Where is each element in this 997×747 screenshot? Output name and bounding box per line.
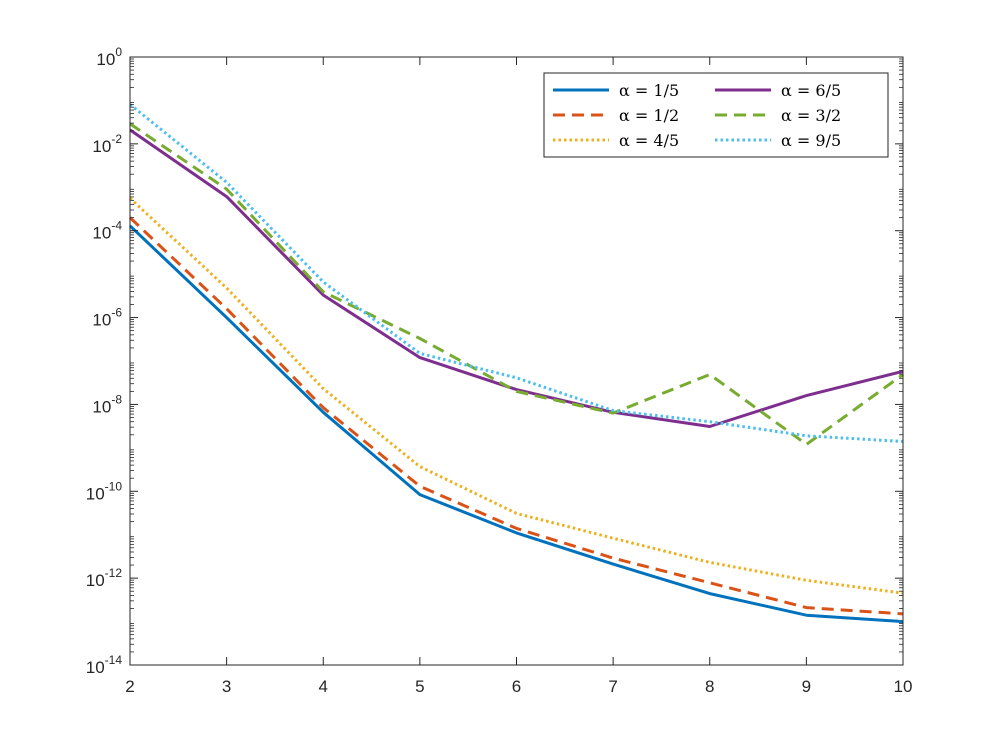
y-tick-label: 100 — [96, 45, 122, 69]
legend-label-5: α = 3/2 — [781, 106, 841, 125]
series-line-2 — [128, 216, 904, 616]
legend-label-2: α = 1/2 — [619, 106, 679, 125]
y-tick-label: 10-10 — [86, 479, 123, 503]
x-tick-label: 3 — [222, 677, 231, 696]
x-tick-label: 7 — [608, 677, 617, 696]
axis-layer: 2 3 4 5 6 7 8 9 10 10-14 10-12 10-10 10-8 10-6 10-4 10-… — [86, 45, 913, 696]
legend-label-1: α = 1/5 — [619, 81, 679, 100]
x-tick-label: 9 — [802, 677, 811, 696]
series-line-3 — [128, 197, 904, 595]
series-layer — [128, 103, 904, 624]
legend: α = 1/5 α = 1/2 α = 4/5 α = 6/5 α = 3/2 α = 9… — [543, 72, 889, 158]
y-tick-label: 10-14 — [86, 653, 123, 677]
legend-label-4: α = 6/5 — [781, 81, 841, 100]
legend-label-3: α = 4/5 — [619, 131, 679, 150]
y-tick-label: 10-2 — [92, 132, 122, 156]
x-tick-label: 4 — [319, 677, 328, 696]
y-tick-label: 10-6 — [92, 306, 122, 330]
y-tick-label: 10-8 — [92, 392, 122, 416]
series-line-1 — [128, 224, 904, 624]
x-tick-label: 6 — [512, 677, 521, 696]
x-tick-label: 2 — [125, 677, 134, 696]
legend-label-6: α = 9/5 — [781, 131, 841, 150]
y-tick-label: 10-4 — [92, 219, 122, 243]
x-tick-label: 5 — [415, 677, 424, 696]
x-tick-label: 8 — [705, 677, 714, 696]
series-line-4 — [129, 128, 904, 428]
series-line-5 — [129, 122, 904, 446]
y-tick-label: 10-12 — [86, 566, 123, 590]
x-tick-label: 10 — [894, 677, 913, 696]
